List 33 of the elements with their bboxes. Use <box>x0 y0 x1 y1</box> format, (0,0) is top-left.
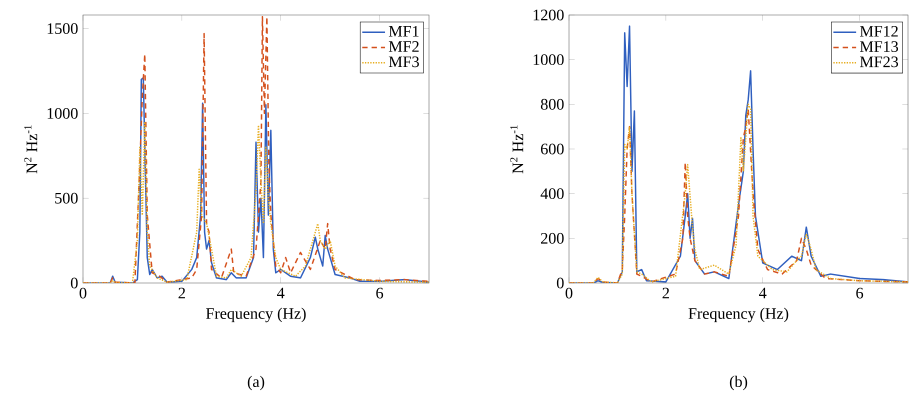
legend-label: MF23 <box>860 56 898 68</box>
legend-label: MF2 <box>388 41 419 52</box>
y-tick-label: 0 <box>556 278 564 288</box>
legend-label: MF12 <box>860 26 898 37</box>
line-series <box>83 16 430 283</box>
x-tick-label: 6 <box>376 288 384 298</box>
y-tick-label: 500 <box>55 192 78 204</box>
y-tick-label: 200 <box>541 232 564 244</box>
y-tick-label: 1500 <box>48 23 78 34</box>
y-tick-label: 400 <box>540 188 564 200</box>
y-tick-label: 1000 <box>48 108 78 119</box>
legend-label: MF13 <box>860 41 898 52</box>
x-tick-label: 4 <box>759 288 766 298</box>
y-tick-label: 1000 <box>534 54 564 66</box>
y-axis-title: N$^{2}$ Hz$^{-1}$ <box>24 125 38 174</box>
text: (b) <box>730 376 748 390</box>
x-tick-label: 4 <box>277 288 284 298</box>
x-tick-label: 2 <box>662 288 669 298</box>
line-series <box>83 121 430 283</box>
y-tick-label: 600 <box>540 144 564 154</box>
x-tick-label: 0 <box>566 288 572 298</box>
legend-label: MF1 <box>388 26 419 37</box>
legend-label: MF3 <box>388 56 419 68</box>
x-axis-title: Frequency (Hz) <box>688 308 788 322</box>
y-tick-label: 1200 <box>534 10 564 20</box>
x-tick-label: 2 <box>178 288 185 298</box>
x-axis-title: Frequency (Hz) <box>206 308 306 322</box>
text: (a) <box>248 376 264 390</box>
y-tick-label: 800 <box>540 98 564 110</box>
x-tick-label: 0 <box>80 288 86 298</box>
y-tick-label: 0 <box>70 278 78 288</box>
y-axis-title: N$^{2}$ Hz$^{-1}$ <box>510 125 524 174</box>
x-tick-label: 6 <box>856 288 864 298</box>
